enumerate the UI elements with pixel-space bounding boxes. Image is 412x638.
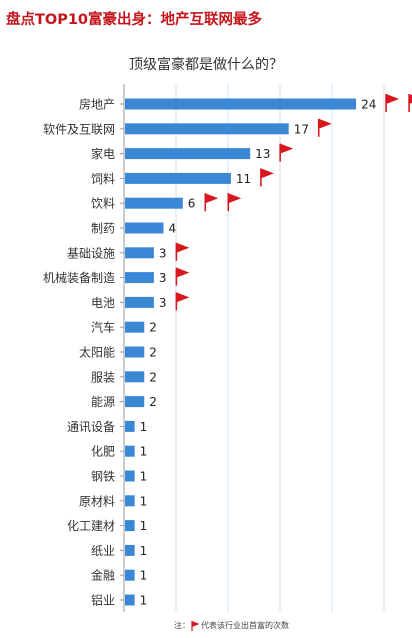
- category-label: 软件及互联网: [43, 122, 115, 136]
- bar: [125, 172, 231, 184]
- bar: [125, 520, 135, 532]
- value-label: 13: [255, 147, 270, 161]
- bar: [125, 148, 251, 160]
- flag-cloth: [260, 168, 274, 179]
- value-label: 2: [149, 346, 157, 360]
- value-label: 17: [294, 122, 309, 136]
- value-label: 2: [149, 321, 157, 335]
- bar: [125, 371, 145, 383]
- category-label: 金融: [91, 568, 115, 583]
- bar: [125, 544, 135, 556]
- value-label: 24: [361, 98, 376, 112]
- bar: [125, 197, 183, 209]
- category-label: 能源: [91, 395, 115, 409]
- value-label: 1: [140, 569, 148, 583]
- footnote-prefix: 注：: [174, 621, 190, 630]
- category-label: 饮料: [91, 197, 115, 211]
- flag-icon: [385, 94, 400, 112]
- flag-cloth: [228, 193, 242, 204]
- value-label: 1: [140, 519, 148, 533]
- flag-cloth: [176, 267, 190, 278]
- bar: [125, 594, 135, 606]
- value-label: 1: [140, 544, 148, 558]
- category-label: 家电: [91, 146, 115, 161]
- category-label: 服装: [91, 370, 115, 384]
- category-label: 汽车: [91, 320, 115, 335]
- flag-icon: [317, 118, 332, 137]
- flag-icon: [191, 620, 200, 631]
- bar: [125, 98, 357, 110]
- bar: [125, 445, 135, 457]
- bar-chart: 房地产软件及互联网家电饲料饮料制药基础设施机械装备制造电池汽车太阳能服装能源通讯…: [43, 84, 412, 612]
- category-label: 制药: [91, 222, 115, 236]
- category-label: 钢铁: [91, 470, 115, 484]
- category-label: 纸业: [91, 544, 115, 558]
- flag-icon: [279, 143, 294, 162]
- bar: [125, 495, 135, 507]
- value-label: 1: [140, 445, 148, 459]
- flag-cloth: [176, 242, 190, 253]
- category-label: 化工建材: [67, 519, 115, 533]
- bar: [125, 296, 154, 308]
- category-label: 房地产: [79, 97, 115, 112]
- flag-cloth: [205, 193, 219, 204]
- bar: [125, 420, 135, 432]
- flag-icon: [204, 193, 219, 212]
- flag-icon: [227, 193, 242, 212]
- value-label: 3: [159, 271, 167, 285]
- value-label: 6: [188, 197, 196, 211]
- flag-icon: [260, 168, 274, 187]
- value-label: 11: [236, 172, 251, 186]
- flag-icon: [175, 292, 190, 311]
- flag-cloth: [176, 292, 190, 303]
- value-label: 1: [140, 494, 148, 508]
- value-label: 1: [140, 470, 148, 484]
- flag-cloth: [409, 94, 412, 104]
- bar: [125, 396, 145, 408]
- flag-icon: [175, 267, 190, 286]
- bar: [125, 123, 289, 135]
- category-label: 铝业: [91, 593, 115, 608]
- value-label: 1: [140, 594, 148, 608]
- chart-title: 顶级富豪都是做什么的？: [129, 57, 283, 73]
- bar: [125, 569, 135, 581]
- value-label: 3: [159, 296, 167, 310]
- flag-icon: [408, 94, 412, 112]
- category-label: 原材料: [79, 494, 115, 508]
- category-label: 饲料: [91, 172, 115, 186]
- bar: [125, 222, 164, 234]
- headline: 盘点TOP10富豪出身：地产互联网最多: [6, 12, 263, 28]
- footnote-text: 代表该行业出首富的次数: [201, 621, 289, 630]
- bar: [125, 321, 145, 333]
- category-label: 电池: [91, 296, 115, 310]
- value-label: 1: [140, 420, 148, 434]
- category-label: 化肥: [91, 445, 115, 459]
- flag-cloth: [280, 143, 294, 154]
- flag-cloth: [386, 94, 400, 104]
- bar: [125, 247, 154, 259]
- footnote: 注： 代表该行业出首富的次数: [174, 620, 289, 631]
- category-label: 太阳能: [79, 345, 115, 360]
- category-label: 机械装备制造: [43, 270, 115, 285]
- value-label: 2: [149, 370, 157, 384]
- value-label: 4: [169, 222, 177, 236]
- bar: [125, 346, 145, 358]
- value-label: 3: [159, 246, 167, 260]
- category-label: 通讯设备: [67, 420, 115, 434]
- flag-cloth: [318, 118, 332, 129]
- category-label: 基础设施: [67, 246, 115, 260]
- bar: [125, 470, 135, 482]
- flag-icon: [175, 242, 190, 261]
- bar: [125, 272, 154, 284]
- value-label: 2: [149, 395, 157, 409]
